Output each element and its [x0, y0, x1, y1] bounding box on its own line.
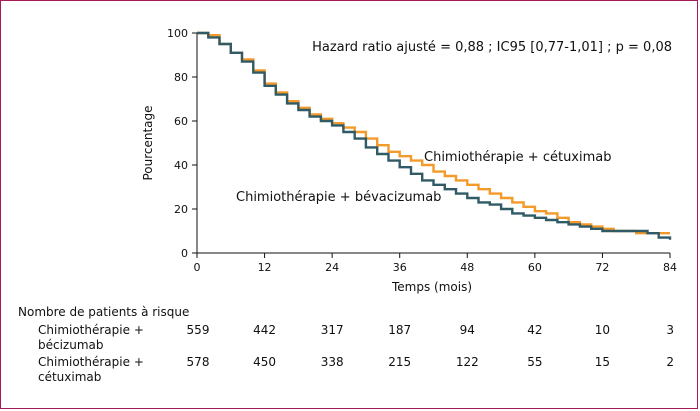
x-tick-label: 0	[194, 261, 201, 274]
series-label-bevacizumab: Chimiothérapie + bévacizumab	[236, 190, 441, 205]
y-tick-label: 40	[174, 159, 188, 172]
risk-value: 442	[253, 323, 276, 337]
x-tick-label: 72	[595, 261, 609, 274]
x-tick-label: 12	[258, 261, 272, 274]
x-tick-label: 24	[325, 261, 339, 274]
risk-table-values: 559 442 317 187 94 42 10 3 578 450 338 215 122 55 15 2	[187, 323, 674, 369]
series-group	[197, 31, 672, 240]
x-axis-label: Temps (mois)	[391, 280, 472, 294]
risk-value: 215	[388, 355, 411, 369]
x-tick-label: 60	[528, 261, 542, 274]
y-axis-label: Pourcentage	[141, 105, 155, 180]
series-line-bevacizumab	[197, 31, 672, 240]
risk-value: 338	[321, 355, 344, 369]
series-label-cetuximab: Chimiothérapie + cétuximab	[424, 150, 612, 165]
risk-value: 2	[666, 355, 674, 369]
risk-value: 317	[321, 323, 344, 337]
risk-value: 3	[666, 323, 674, 337]
x-ticks: 0 12 24 36 48 60 72 84	[194, 253, 677, 274]
y-tick-label: 80	[174, 71, 188, 84]
y-tick-label: 20	[174, 203, 188, 216]
risk-value: 122	[456, 355, 479, 369]
risk-value: 55	[527, 355, 542, 369]
risk-value: 15	[595, 355, 610, 369]
risk-value: 42	[527, 323, 542, 337]
risk-value: 94	[460, 323, 475, 337]
axes	[196, 33, 670, 254]
risk-table-title: Nombre de patients à risque	[18, 305, 189, 319]
x-tick-label: 84	[663, 261, 677, 274]
risk-row-label-line1: Chimiothérapie +	[38, 355, 144, 369]
risk-row-label-line2: bécizumab	[38, 338, 104, 352]
risk-value: 578	[187, 355, 210, 369]
risk-value: 187	[388, 323, 411, 337]
x-tick-label: 36	[393, 261, 407, 274]
risk-value: 559	[187, 323, 210, 337]
y-tick-label: 0	[181, 247, 188, 260]
risk-value: 450	[253, 355, 276, 369]
risk-row-label-line1: Chimiothérapie +	[38, 323, 144, 337]
y-ticks: 0 20 40 60 80 100	[167, 27, 197, 260]
x-tick-label: 48	[460, 261, 474, 274]
hazard-ratio-annotation: Hazard ratio ajusté = 0,88 ; IC95 [0,77-…	[312, 40, 672, 55]
risk-row-label-line2: cétuximab	[38, 370, 101, 384]
risk-value: 10	[595, 323, 610, 337]
y-tick-label: 100	[167, 27, 188, 40]
y-tick-label: 60	[174, 115, 188, 128]
